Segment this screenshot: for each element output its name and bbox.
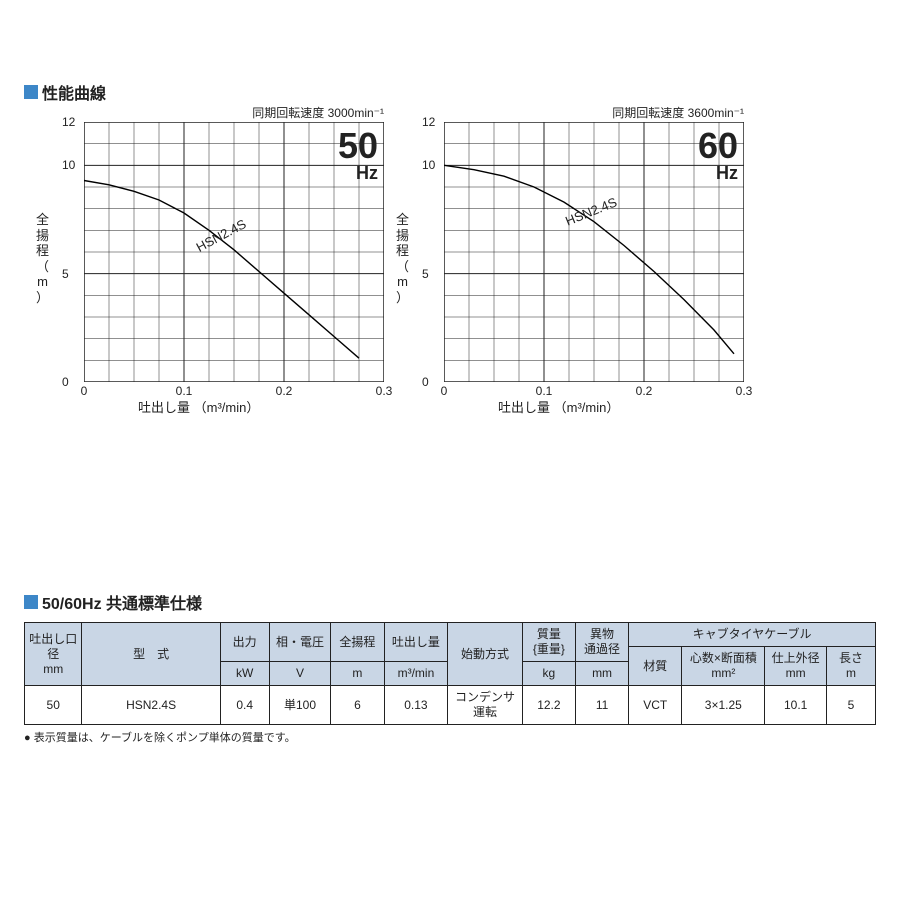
hz-badge: 50Hz (338, 128, 378, 182)
table-header: mm (575, 662, 628, 686)
table-cell: 10.1 (765, 686, 827, 725)
table-header: 心数×断面積mm² (682, 647, 765, 686)
table-header: kg (522, 662, 575, 686)
ytick: 12 (422, 115, 435, 129)
xlabel: 吐出し量 （m³/min） (138, 397, 259, 416)
table-header: V (269, 662, 331, 686)
chart-caption: 同期回転速度 3000min⁻¹ (252, 104, 384, 121)
table-header: キャブタイヤケーブル (629, 623, 876, 647)
section-table: 50/60Hz 共通標準仕様 吐出し口 径mm型 式出力相・電圧全揚程吐出し量始… (24, 590, 876, 745)
table-header: 始動方式 (448, 623, 522, 686)
spec-table: 吐出し口 径mm型 式出力相・電圧全揚程吐出し量始動方式質量{重量}異物通過径キ… (24, 622, 876, 725)
table-cell: 12.2 (522, 686, 575, 725)
table-cell: 0.4 (220, 686, 269, 725)
table-cell: 0.13 (384, 686, 448, 725)
table-header: kW (220, 662, 269, 686)
section-charts: 性能曲線 同期回転速度 3000min⁻¹05101200.10.20.3全揚程… (24, 80, 876, 382)
table-header: 吐出し量 (384, 623, 448, 662)
xtick: 0 (441, 384, 448, 398)
ylabel: 全揚程（m） (396, 212, 409, 306)
ytick: 12 (62, 115, 75, 129)
xtick: 0.3 (736, 384, 753, 398)
table-header: 異物通過径 (575, 623, 628, 662)
table-cell: 6 (331, 686, 384, 725)
xtick: 0.2 (276, 384, 293, 398)
table-cell: VCT (629, 686, 682, 725)
square-marker-icon (24, 595, 38, 609)
section-title-table: 50/60Hz 共通標準仕様 (24, 590, 876, 614)
ytick: 0 (422, 375, 429, 389)
table-header: m³/min (384, 662, 448, 686)
section-title-text: 50/60Hz 共通標準仕様 (42, 590, 202, 614)
table-header: 材質 (629, 647, 682, 686)
chart-50hz: 同期回転速度 3000min⁻¹05101200.10.20.3全揚程（m）吐出… (84, 122, 384, 382)
xtick: 0.3 (376, 384, 393, 398)
table-header: 相・電圧 (269, 623, 331, 662)
table-header: m (331, 662, 384, 686)
table-header: 長さm (827, 647, 876, 686)
table-header: 質量{重量} (522, 623, 575, 662)
ytick: 10 (422, 158, 435, 172)
xlabel: 吐出し量 （m³/min） (498, 397, 619, 416)
table-header: 吐出し口 径mm (25, 623, 82, 686)
table-cell: HSN2.4S (82, 686, 220, 725)
table-cell: 3×1.25 (682, 686, 765, 725)
chart-caption: 同期回転速度 3600min⁻¹ (612, 104, 744, 121)
table-cell: 11 (575, 686, 628, 725)
ytick: 10 (62, 158, 75, 172)
chart-60hz: 同期回転速度 3600min⁻¹05101200.10.20.3全揚程（m）吐出… (444, 122, 744, 382)
section-title-text: 性能曲線 (42, 80, 106, 104)
footnote: ● 表示質量は、ケーブルを除くポンプ単体の質量です。 (24, 729, 876, 745)
ytick: 5 (422, 267, 429, 281)
ytick: 5 (62, 267, 69, 281)
table-cell: 5 (827, 686, 876, 725)
xtick: 0.1 (176, 384, 193, 398)
table-header: 出力 (220, 623, 269, 662)
table-header: 仕上外径mm (765, 647, 827, 686)
table-cell: 50 (25, 686, 82, 725)
table-cell: 単100 (269, 686, 331, 725)
ytick: 0 (62, 375, 69, 389)
table-cell: コンデンサ運転 (448, 686, 522, 725)
section-title-charts: 性能曲線 (24, 80, 876, 104)
square-marker-icon (24, 85, 38, 99)
xtick: 0.1 (536, 384, 553, 398)
ylabel: 全揚程（m） (36, 212, 49, 306)
table-header: 型 式 (82, 623, 220, 686)
xtick: 0 (81, 384, 88, 398)
hz-badge: 60Hz (698, 128, 738, 182)
xtick: 0.2 (636, 384, 653, 398)
table-header: 全揚程 (331, 623, 384, 662)
